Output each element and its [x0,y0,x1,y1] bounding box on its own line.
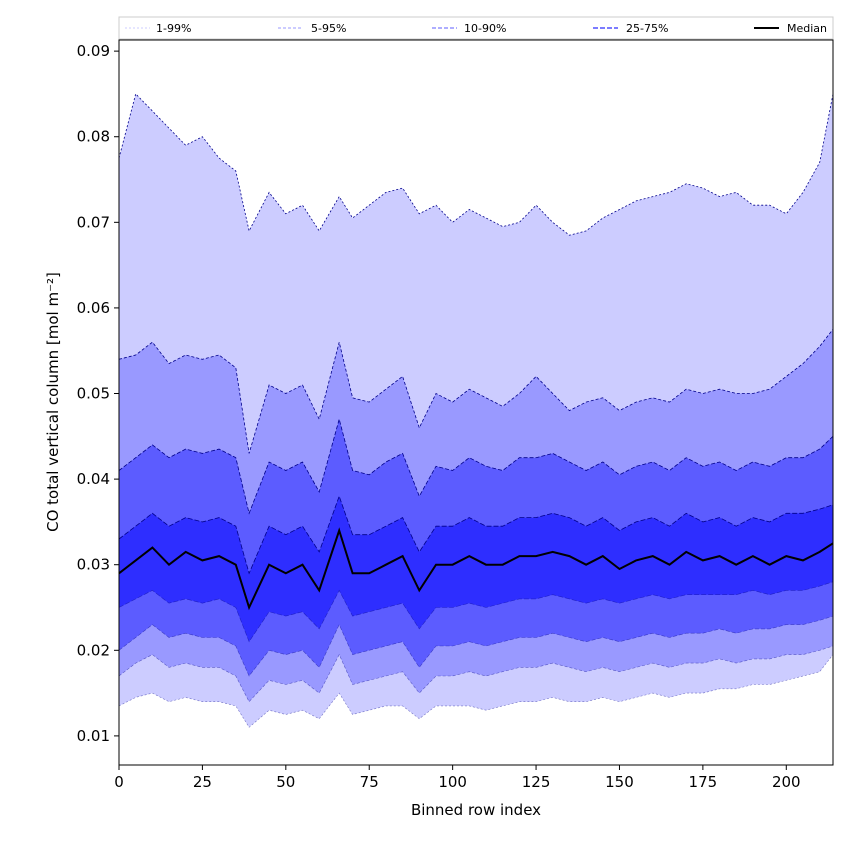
legend-label-10-90: 10-90% [464,22,506,35]
legend-box [118,16,834,40]
x-tick-label: 150 [605,773,634,791]
y-tick-label: 0.07 [77,213,110,231]
band-5-95-lower-line [118,645,834,703]
y-axis-label: CO total vertical column [mol m⁻²] [44,272,62,532]
x-tick-label: 0 [114,773,124,791]
plot-area [118,93,834,728]
band-10-90-upper-line [118,417,834,515]
x-tick-label: 25 [193,773,212,791]
median-line [118,527,834,611]
x-tick-label: 200 [772,773,801,791]
y-axis: 0.01 0.02 0.03 0.04 0.05 0.06 0.07 0.08 0.09 [77,42,119,745]
x-axis-label: Binned row index [411,801,541,819]
x-axis: 0 25 50 75 100 125 150 175 200 [114,765,801,791]
y-tick-label: 0.05 [77,385,110,403]
y-tick-label: 0.04 [77,470,110,488]
y-tick-label: 0.02 [77,641,110,659]
y-tick-label: 0.03 [77,556,110,574]
legend-label-25-75: 25-75% [626,22,668,35]
legend-label-5-95: 5-95% [311,22,346,35]
band-1-99-lower-line [118,654,834,728]
legend-label-1-99: 1-99% [156,22,191,35]
x-tick-label: 50 [276,773,295,791]
band-25-75-lower-line [118,581,834,643]
band-25-75 [119,496,833,642]
y-tick-label: 0.06 [77,299,110,317]
plot-frame [118,39,834,766]
y-tick-label: 0.01 [77,727,110,745]
x-tick-label: 125 [522,773,551,791]
y-tick-label: 0.09 [77,42,110,60]
legend-label-median: Median [787,22,827,35]
x-tick-label: 175 [689,773,718,791]
band-10-90-lower-line [118,615,834,677]
y-tick-label: 0.08 [77,128,110,146]
band-25-75-upper-line [118,495,834,575]
band-5-95-upper-line [118,329,834,454]
legend: 1-99% 5-95% 10-90% 25-75% Median [118,16,834,40]
x-tick-label: 75 [360,773,379,791]
x-tick-label: 100 [438,773,467,791]
